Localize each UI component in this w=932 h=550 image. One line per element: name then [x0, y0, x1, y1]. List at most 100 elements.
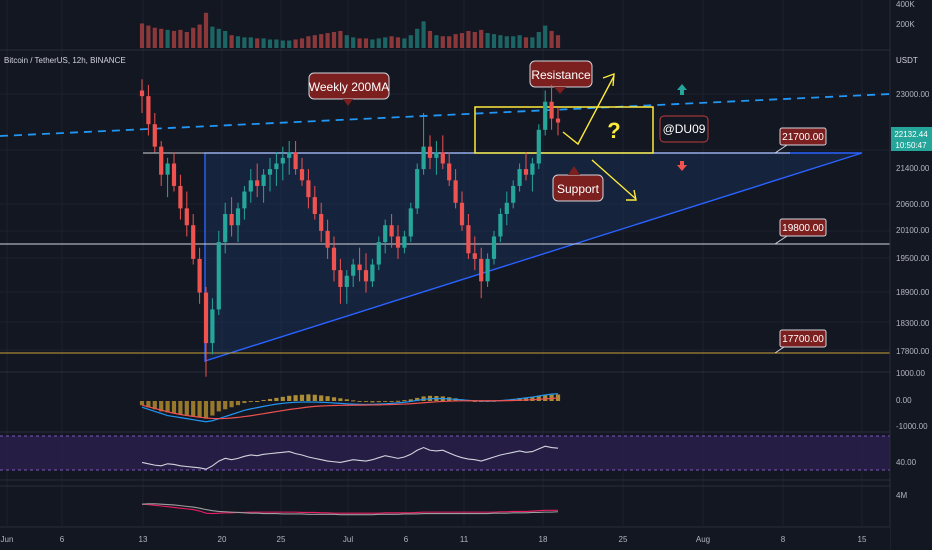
weekly-200ma-line	[0, 93, 891, 137]
volume-tick-0: 400K	[896, 0, 915, 9]
candle-body-3	[159, 146, 164, 175]
bearish-path-arrow	[591, 159, 637, 200]
macd-hist-bar-18	[255, 401, 260, 402]
candle-body-65	[555, 118, 561, 123]
macd-hist-bar-12	[216, 401, 221, 412]
time-tick-0: Jun	[1, 535, 14, 544]
candle-body-43	[415, 169, 420, 209]
candle-body-55	[491, 236, 497, 259]
obv-panel	[141, 503, 559, 516]
candle-body-47	[440, 152, 445, 164]
volume-bar-26	[306, 36, 311, 48]
volume-bar-36	[370, 39, 375, 48]
candle-body-29	[325, 230, 330, 248]
candle-body-45	[427, 146, 433, 158]
bullish-arrow-head	[602, 72, 615, 87]
level-badge-17700-text: 17700.00	[782, 334, 824, 345]
macd-hist-bar-17	[248, 401, 253, 403]
candle-body-4	[165, 163, 170, 175]
candle-body-33	[351, 264, 356, 276]
volume-bar-8	[191, 27, 196, 48]
down-red-arrow-icon	[677, 161, 687, 171]
volume-bar-61	[530, 37, 535, 48]
macd-tick-1: 0.00	[896, 396, 912, 405]
volume-bar-38	[383, 37, 388, 48]
weekly-200ma-callout: Weekly 200MA	[308, 72, 390, 106]
volume-bar-29	[325, 33, 330, 48]
volume-bar-15	[235, 36, 241, 48]
candle-body-35	[363, 270, 369, 282]
volume-bar-12	[216, 28, 221, 48]
macd-hist-bar-16	[242, 401, 247, 404]
macd-hist-bar-4	[165, 401, 170, 413]
candle-body-48	[447, 163, 452, 181]
pattern-overlays: Weekly 200MA Resistance Support @DU09 ?	[0, 60, 891, 362]
macd-hist-bar-27	[312, 394, 317, 401]
macd-hist-bar-42	[408, 399, 413, 401]
rsi-line	[141, 445, 559, 470]
macd-hist-bar-21	[274, 397, 279, 401]
resistance-text: Resistance	[531, 68, 591, 82]
volume-bar-10	[203, 12, 209, 49]
macd-hist-bar-32	[344, 399, 349, 401]
up-green-arrow-icon	[677, 84, 687, 95]
macd-hist-bar-23	[287, 395, 292, 401]
macd-tick-0: 1000.00	[896, 369, 925, 378]
volume-bar-16	[242, 37, 247, 48]
volume-bar-60	[523, 37, 529, 48]
candle-body-37	[376, 242, 381, 265]
price-tick-3: 20100.00	[896, 226, 930, 235]
time-tick-1: 6	[60, 535, 65, 544]
time-tick-11: 8	[781, 535, 786, 544]
candle-body-24	[293, 152, 298, 170]
macd-hist-bar-26	[306, 394, 311, 401]
volume-bar-53	[479, 29, 484, 48]
macd-hist-bar-38	[383, 401, 388, 402]
volume-bar-57	[504, 36, 509, 48]
macd-hist-bar-13	[223, 401, 228, 410]
macd-hist-bar-41	[402, 400, 407, 402]
candle-body-49	[453, 180, 458, 203]
volume-bar-9	[197, 24, 202, 48]
volume-bar-43	[415, 28, 420, 48]
time-axis[interactable]: Jun 6 13 20 25 Jul 6 11 18 25 Aug 8 15	[0, 526, 890, 550]
candle-body-21	[274, 163, 279, 170]
last-price-tag: 22132.44 10:50:47	[891, 127, 932, 151]
candle-body-19	[261, 174, 266, 186]
volume-bar-46	[434, 35, 439, 48]
candle-body-0	[139, 90, 145, 97]
volume-bar-42	[408, 35, 413, 48]
macd-hist-bar-20	[267, 398, 273, 401]
volume-bar-56	[498, 35, 503, 48]
candle-body-1	[146, 96, 151, 125]
macd-hist-bar-5	[171, 401, 177, 414]
right-price-axis[interactable]: USDT 23000.00 21400.00 20600.00 20100.00 195…	[889, 0, 932, 550]
support-text: Support	[557, 182, 600, 196]
macd-hist-bar-39	[389, 401, 394, 402]
resistance-callout: Resistance	[529, 60, 593, 94]
candle-body-64	[549, 101, 554, 119]
macd-hist-bar-7	[184, 401, 189, 416]
candle-body-54	[485, 258, 490, 282]
obv-line	[141, 503, 558, 515]
volume-bar-13	[223, 30, 228, 48]
volume-bar-11	[210, 26, 215, 48]
macd-hist-bar-30	[331, 397, 337, 401]
macd-hist-bar-14	[229, 401, 234, 408]
time-tick-6: 6	[404, 535, 409, 544]
volume-bar-23	[287, 40, 292, 48]
level-badge-19800-text: 19800.00	[782, 223, 824, 234]
candle-body-6	[178, 185, 183, 209]
volume-bar-2	[152, 27, 157, 48]
macd-hist-bar-63	[543, 395, 548, 401]
candle-body-23	[287, 152, 292, 158]
candle-body-40	[395, 236, 401, 248]
macd-hist-bar-52	[472, 401, 477, 402]
macd-hist-bar-43	[415, 397, 420, 401]
volume-bar-63	[543, 25, 548, 48]
candle-body-61	[530, 163, 535, 175]
candle-body-20	[267, 169, 273, 175]
candle-body-15	[235, 208, 241, 226]
volume-bar-47	[440, 36, 445, 48]
